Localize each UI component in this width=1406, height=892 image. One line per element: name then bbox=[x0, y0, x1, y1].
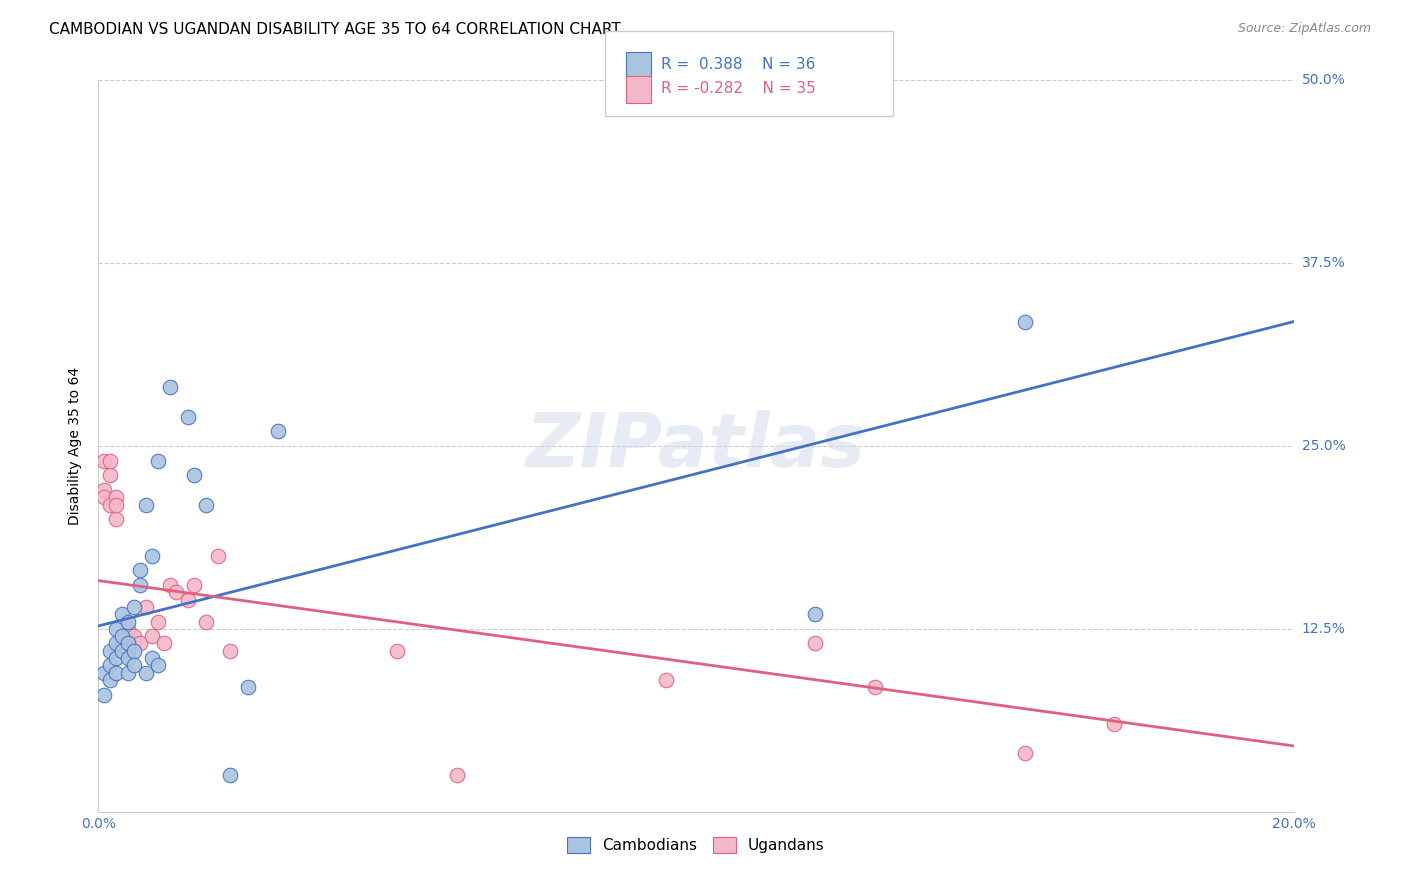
Point bbox=[219, 644, 242, 658]
Point bbox=[1014, 315, 1036, 329]
Point bbox=[111, 629, 134, 643]
Point bbox=[135, 599, 157, 614]
Point bbox=[93, 453, 115, 467]
Point bbox=[124, 629, 146, 643]
Point bbox=[98, 673, 122, 687]
Point bbox=[124, 599, 146, 614]
Point bbox=[219, 768, 242, 782]
Point bbox=[98, 498, 122, 512]
Point bbox=[195, 498, 218, 512]
Point bbox=[267, 425, 290, 439]
Text: Source: ZipAtlas.com: Source: ZipAtlas.com bbox=[1237, 22, 1371, 36]
Point bbox=[105, 651, 128, 665]
Point bbox=[124, 644, 146, 658]
Text: 12.5%: 12.5% bbox=[1302, 622, 1346, 636]
Point bbox=[177, 409, 200, 424]
Point bbox=[385, 644, 409, 658]
Point bbox=[105, 512, 128, 526]
Text: R =  0.388    N = 36: R = 0.388 N = 36 bbox=[661, 57, 815, 71]
Point bbox=[159, 578, 181, 592]
Legend: Cambodians, Ugandans: Cambodians, Ugandans bbox=[561, 830, 831, 859]
Point bbox=[148, 658, 170, 673]
Point bbox=[207, 549, 229, 563]
Point bbox=[93, 688, 115, 702]
Point bbox=[117, 615, 139, 629]
Point bbox=[129, 636, 152, 650]
Point bbox=[93, 483, 115, 497]
Point bbox=[148, 453, 170, 467]
Point bbox=[141, 629, 163, 643]
Point bbox=[111, 629, 134, 643]
Y-axis label: Disability Age 35 to 64: Disability Age 35 to 64 bbox=[69, 367, 83, 525]
Point bbox=[1104, 717, 1126, 731]
Point bbox=[655, 673, 678, 687]
Point bbox=[98, 468, 122, 483]
Point bbox=[98, 453, 122, 467]
Point bbox=[105, 498, 128, 512]
Point bbox=[105, 636, 128, 650]
Point bbox=[135, 665, 157, 680]
Text: 50.0%: 50.0% bbox=[1302, 73, 1346, 87]
Point bbox=[98, 658, 122, 673]
Point bbox=[183, 468, 205, 483]
Point bbox=[111, 636, 134, 650]
Point bbox=[865, 681, 887, 695]
Point bbox=[159, 380, 181, 394]
Point bbox=[124, 636, 146, 650]
Point bbox=[111, 607, 134, 622]
Point bbox=[148, 615, 170, 629]
Point bbox=[117, 665, 139, 680]
Point bbox=[236, 681, 259, 695]
Point bbox=[117, 622, 139, 636]
Point bbox=[195, 615, 218, 629]
Point bbox=[105, 622, 128, 636]
Text: CAMBODIAN VS UGANDAN DISABILITY AGE 35 TO 64 CORRELATION CHART: CAMBODIAN VS UGANDAN DISABILITY AGE 35 T… bbox=[49, 22, 621, 37]
Point bbox=[129, 578, 152, 592]
Point bbox=[446, 768, 468, 782]
Point bbox=[804, 607, 827, 622]
Point bbox=[124, 658, 146, 673]
Point bbox=[1014, 746, 1036, 760]
Text: 37.5%: 37.5% bbox=[1302, 256, 1346, 270]
Point bbox=[117, 651, 139, 665]
Point bbox=[111, 644, 134, 658]
Point bbox=[111, 644, 134, 658]
Point bbox=[165, 585, 187, 599]
Point bbox=[177, 592, 200, 607]
Point bbox=[117, 636, 139, 650]
Point bbox=[141, 651, 163, 665]
Point bbox=[93, 490, 115, 504]
Point bbox=[153, 636, 176, 650]
Point bbox=[117, 644, 139, 658]
Point bbox=[135, 498, 157, 512]
Point bbox=[105, 490, 128, 504]
Point bbox=[129, 563, 152, 577]
Point bbox=[183, 578, 205, 592]
Text: 25.0%: 25.0% bbox=[1302, 439, 1346, 453]
Point bbox=[98, 644, 122, 658]
Text: ZIPatlas: ZIPatlas bbox=[526, 409, 866, 483]
Text: R = -0.282    N = 35: R = -0.282 N = 35 bbox=[661, 81, 815, 95]
Point bbox=[804, 636, 827, 650]
Point bbox=[105, 665, 128, 680]
Point bbox=[93, 665, 115, 680]
Point bbox=[141, 549, 163, 563]
